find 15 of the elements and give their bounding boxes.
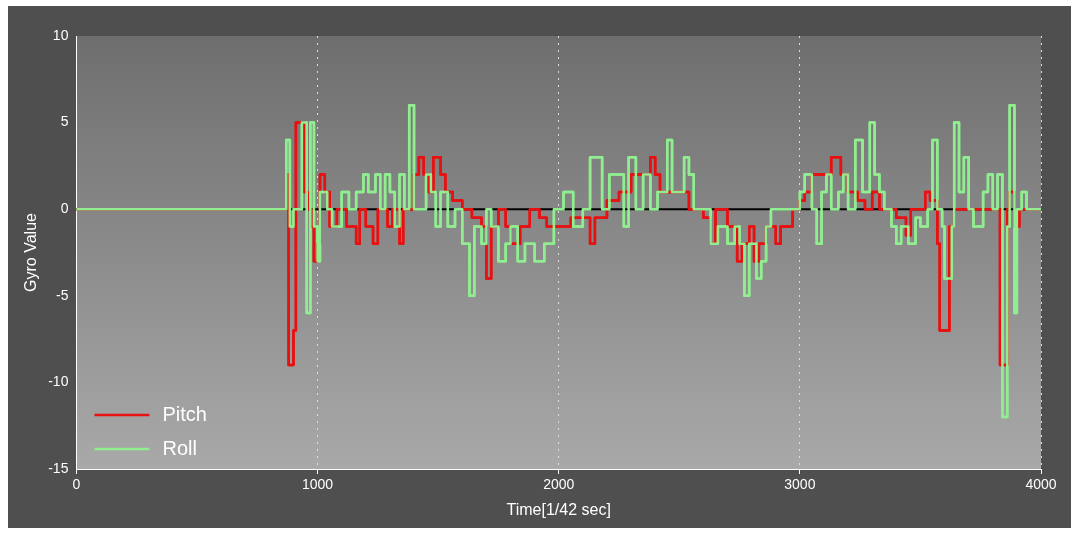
x-axis-title: Time[1/42 sec] [506, 500, 611, 518]
y-tick-label: -15 [48, 459, 69, 476]
x-tick-label: 0 [72, 476, 81, 493]
y-tick-label: -5 [55, 286, 69, 303]
x-tick-label: 3000 [784, 476, 816, 493]
x-tick-label: 4000 [1025, 476, 1057, 493]
y-axis-title: Gyro Value [22, 212, 40, 292]
legend-label: Pitch [162, 402, 207, 425]
y-tick-label: 10 [52, 26, 69, 43]
y-tick-label: -10 [48, 373, 69, 390]
y-tick-label: 5 [60, 113, 69, 130]
x-tick-label: 2000 [543, 476, 575, 493]
legend-label: Roll [162, 436, 197, 459]
y-tick-label: 0 [60, 200, 69, 217]
x-tick-label: 1000 [302, 476, 334, 493]
